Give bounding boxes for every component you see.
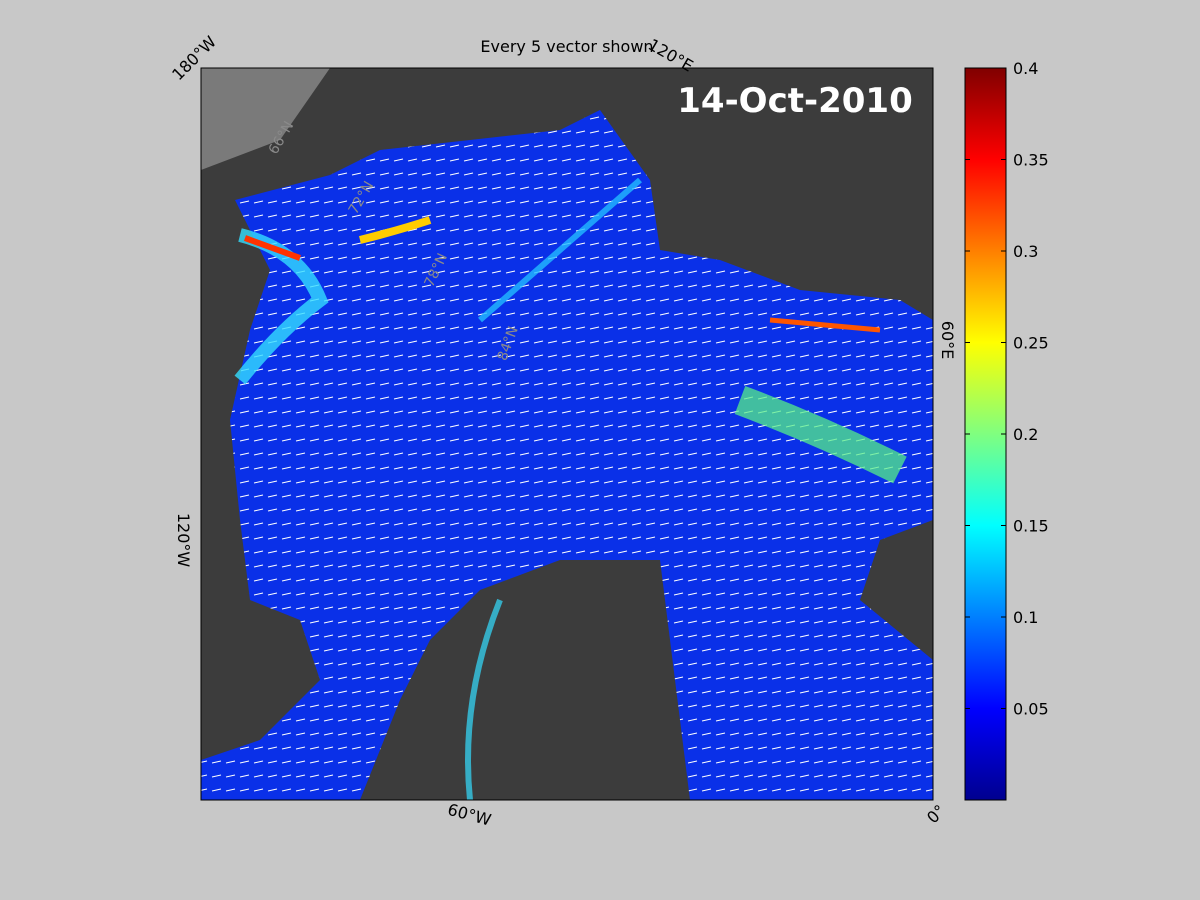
speed-streak xyxy=(359,216,432,244)
longitude-label: 60°E xyxy=(938,321,957,359)
colorbar-tick-label: 0.15 xyxy=(1013,517,1049,536)
speed-streak xyxy=(478,177,642,323)
speed-streak xyxy=(465,598,503,800)
longitude-label: 120°W xyxy=(174,513,193,568)
speed-streak xyxy=(734,385,907,484)
drift-vectors xyxy=(201,110,933,800)
colorbar-tick-label: 0.25 xyxy=(1013,334,1049,353)
date-label: 14-Oct-2010 xyxy=(677,81,912,121)
colorbar-tick-label: 0.1 xyxy=(1013,608,1038,627)
map xyxy=(201,68,933,800)
colorbar-ticks: 0.05 0.1 0.15 0.2 0.25 0.3 0.35 0.4 xyxy=(965,59,1049,719)
colorbar-tick-label: 0.05 xyxy=(1013,700,1049,719)
speed-streak xyxy=(243,235,302,261)
colorbar-tick-label: 0.4 xyxy=(1013,59,1038,78)
colorbar-tick-label: 0.35 xyxy=(1013,151,1049,170)
colorbar-tick-label: 0.2 xyxy=(1013,425,1038,444)
colorbar xyxy=(964,67,1007,801)
speed-streak xyxy=(769,317,881,333)
colorbar-tick-label: 0.3 xyxy=(1013,242,1038,261)
map-title: Every 5 vector shown xyxy=(480,37,653,56)
outside-domain xyxy=(201,68,330,170)
map-frame xyxy=(200,67,934,801)
